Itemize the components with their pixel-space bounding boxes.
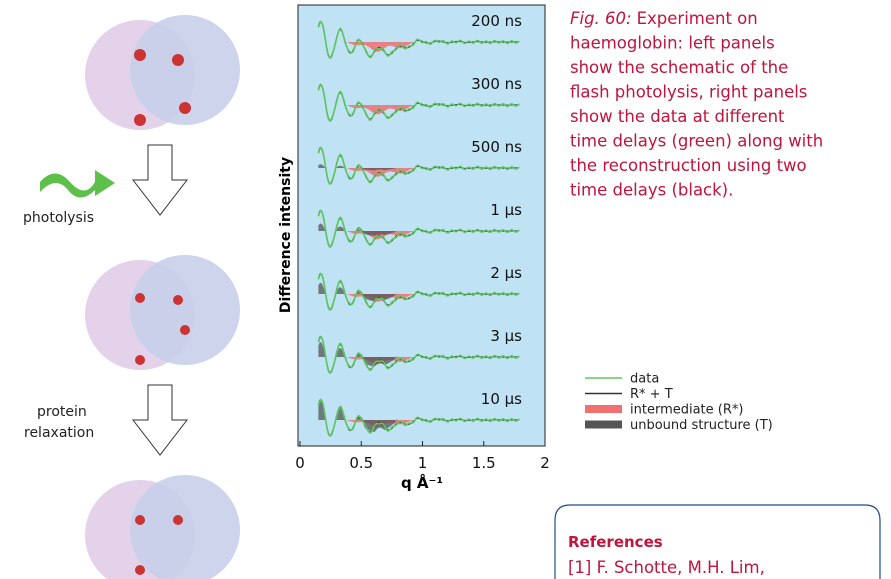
time-label: 3 μs [490, 327, 522, 345]
time-label: 200 ns [471, 12, 522, 30]
x-axis-label: q Å⁻¹ [401, 473, 443, 492]
caption-line: Fig. 60: Experiment on [570, 9, 758, 28]
time-label: 2 μs [490, 264, 522, 282]
x-tick-label: 1 [418, 454, 428, 472]
time-label: 1 μs [490, 201, 522, 219]
caption-line: the reconstruction using two [570, 156, 807, 175]
references-title: References [568, 533, 663, 551]
caption-line: haemoglobin: left panels [570, 34, 775, 53]
x-tick-label: 2 [540, 454, 550, 472]
step-arrow [133, 385, 187, 455]
step-label: protein [37, 404, 87, 420]
step-label: photolysis [23, 210, 94, 226]
protein-middle [85, 255, 240, 370]
step-label: relaxation [24, 425, 94, 441]
caption-line: show the data at different [570, 107, 785, 126]
legend-label: R* + T [630, 387, 673, 402]
time-label: 10 μs [481, 390, 522, 408]
legend-label: unbound structure (T) [630, 418, 773, 433]
caption: Fig. 60: Experiment on haemoglobin: left p… [570, 9, 823, 200]
legend-swatch [585, 421, 622, 429]
x-tick-label: 0.5 [349, 454, 373, 472]
caption-line: show the schematic of the [570, 58, 788, 77]
x-tick-label: 0 [295, 454, 305, 472]
caption-text: Experiment on [637, 9, 758, 28]
step-arrow [133, 145, 187, 215]
protein-before [85, 15, 240, 130]
legend-swatch [585, 405, 622, 413]
time-label: 300 ns [471, 75, 522, 93]
legend-label: data [630, 372, 659, 387]
page: {"figure":{ "left_labels":{"step1":"phot… [0, 0, 891, 579]
x-tick-label: 1.5 [472, 454, 496, 472]
legend-label: intermediate (R*) [630, 403, 743, 418]
time-label: 500 ns [471, 138, 522, 156]
plot-area [298, 5, 545, 446]
y-axis-label: Difference intensity [278, 157, 294, 313]
figure: photolysis protein relaxation Difference… [0, 0, 891, 579]
caption-line: flash photolysis, right panels [570, 83, 807, 102]
reference: [1] F. Schotte, M.H. Lim, [568, 558, 765, 577]
caption-line: time delays (black). [570, 181, 733, 200]
protein-after [85, 475, 240, 579]
caption-line: time delays (green) along with [570, 132, 823, 151]
light-arrow [40, 170, 115, 198]
caption-label: Fig. 60: [570, 9, 632, 28]
